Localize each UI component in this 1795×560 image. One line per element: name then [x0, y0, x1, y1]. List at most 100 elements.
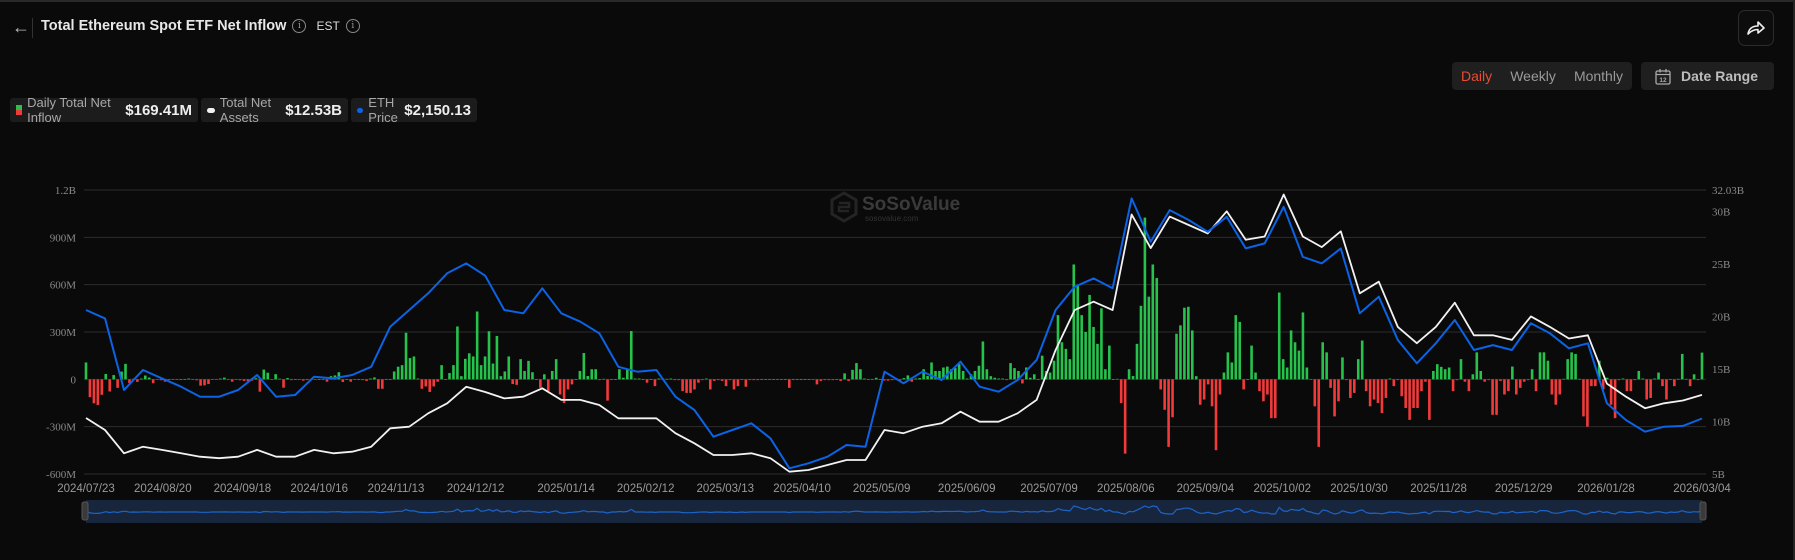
inflow-bar[interactable] — [1100, 308, 1103, 380]
inflow-bar[interactable] — [859, 369, 862, 380]
inflow-bar[interactable] — [535, 379, 538, 380]
inflow-bar[interactable] — [957, 364, 961, 380]
inflow-bar[interactable] — [570, 379, 574, 385]
inflow-bar[interactable] — [1325, 352, 1328, 380]
inflow-bar[interactable] — [744, 379, 748, 387]
inflow-bar[interactable] — [1554, 379, 1558, 405]
inflow-bar[interactable] — [807, 379, 811, 380]
inflow-bar[interactable] — [1029, 377, 1032, 380]
inflow-bar[interactable] — [669, 378, 673, 380]
inflow-bar[interactable] — [246, 379, 250, 382]
inflow-bar[interactable] — [1380, 379, 1384, 414]
inflow-bar[interactable] — [286, 378, 289, 380]
inflow-bar[interactable] — [1578, 378, 1581, 380]
inflow-bar[interactable] — [495, 335, 499, 380]
inflow-bar[interactable] — [1297, 350, 1301, 380]
inflow-bar[interactable] — [606, 379, 609, 401]
inflow-bar[interactable] — [799, 379, 803, 380]
inflow-bar[interactable] — [874, 377, 878, 380]
inflow-bar[interactable] — [491, 363, 495, 380]
inflow-bar[interactable] — [420, 379, 424, 389]
inflow-bar[interactable] — [507, 356, 511, 380]
inflow-bar[interactable] — [1605, 377, 1609, 380]
inflow-bar[interactable] — [1064, 348, 1068, 380]
inflow-bar[interactable] — [1570, 352, 1573, 380]
inflow-bar[interactable] — [171, 379, 175, 380]
inflow-bar[interactable] — [843, 373, 846, 380]
inflow-bar[interactable] — [665, 378, 669, 380]
inflow-bar[interactable] — [1068, 359, 1072, 380]
inflow-bar[interactable] — [811, 379, 815, 380]
inflow-bar[interactable] — [321, 379, 325, 380]
inflow-bar[interactable] — [653, 379, 657, 387]
inflow-bar[interactable] — [1439, 366, 1443, 380]
inflow-bar[interactable] — [922, 369, 925, 380]
inflow-bar[interactable] — [720, 379, 724, 381]
inflow-bar[interactable] — [412, 356, 416, 380]
inflow-bar[interactable] — [325, 379, 329, 382]
inflow-bar[interactable] — [1135, 343, 1139, 380]
inflow-bar[interactable] — [815, 379, 819, 385]
inflow-bar[interactable] — [641, 379, 645, 380]
inflow-bar[interactable] — [116, 379, 119, 388]
inflow-bar[interactable] — [938, 370, 941, 380]
inflow-bar[interactable] — [167, 379, 171, 381]
inflow-bar[interactable] — [341, 379, 345, 383]
inflow-bar[interactable] — [1483, 379, 1486, 382]
inflow-bar[interactable] — [1013, 368, 1016, 380]
inflow-bar[interactable] — [562, 379, 566, 403]
inflow-bar[interactable] — [934, 370, 937, 380]
date-range-button[interactable]: 12 Date Range — [1641, 62, 1774, 90]
inflow-bar[interactable] — [464, 358, 467, 380]
inflow-bar[interactable] — [1349, 379, 1352, 398]
inflow-bar[interactable] — [618, 369, 621, 380]
inflow-bar[interactable] — [1341, 357, 1344, 380]
inflow-bar[interactable] — [1222, 372, 1226, 380]
inflow-bar[interactable] — [242, 379, 246, 381]
inflow-bar[interactable] — [357, 379, 360, 380]
inflow-bar[interactable] — [1479, 370, 1483, 380]
inflow-bar[interactable] — [677, 379, 680, 381]
inflow-bar[interactable] — [1266, 379, 1269, 395]
inflow-bar[interactable] — [1139, 305, 1143, 380]
inflow-bar[interactable] — [1048, 372, 1052, 380]
inflow-bar[interactable] — [1202, 379, 1206, 400]
inflow-bar[interactable] — [685, 379, 688, 393]
inflow-bar[interactable] — [1230, 362, 1234, 380]
inflow-bar[interactable] — [823, 379, 827, 381]
inflow-bar[interactable] — [752, 379, 756, 381]
inflow-bar[interactable] — [1333, 379, 1336, 417]
inflow-bar[interactable] — [440, 365, 443, 380]
inflow-bar[interactable] — [1163, 379, 1166, 410]
inflow-bar[interactable] — [768, 379, 771, 380]
inflow-bar[interactable] — [460, 376, 463, 380]
inflow-bar[interactable] — [84, 362, 88, 380]
inflow-bar[interactable] — [140, 378, 143, 380]
inflow-bar[interactable] — [1590, 379, 1593, 387]
inflow-bar[interactable] — [847, 379, 850, 381]
inflow-bar[interactable] — [1127, 369, 1131, 380]
inflow-bar[interactable] — [136, 379, 139, 382]
inflow-bar[interactable] — [633, 378, 637, 380]
inflow-bar[interactable] — [503, 371, 507, 380]
inflow-bar[interactable] — [234, 379, 238, 380]
inflow-bar[interactable] — [1009, 363, 1012, 380]
inflow-bar[interactable] — [203, 379, 206, 386]
inflow-bar[interactable] — [724, 379, 728, 387]
inflow-bar[interactable] — [143, 375, 147, 380]
inflow-bar[interactable] — [365, 379, 368, 381]
inflow-bar[interactable] — [1609, 379, 1613, 405]
inflow-bar[interactable] — [211, 379, 214, 380]
period-daily[interactable]: Daily — [1461, 68, 1493, 84]
inflow-bar[interactable] — [1566, 359, 1569, 380]
inflow-bar[interactable] — [610, 379, 613, 380]
inflow-bar[interactable] — [673, 379, 677, 381]
inflow-bar[interactable] — [1661, 379, 1664, 387]
inflow-bar[interactable] — [1183, 307, 1186, 380]
inflow-bar[interactable] — [1530, 369, 1534, 380]
legend-daily-net-inflow[interactable]: Daily Total Net Inflow $169.41M — [10, 95, 198, 125]
inflow-bar[interactable] — [1270, 379, 1273, 419]
inflow-bar[interactable] — [317, 379, 321, 380]
inflow-bar[interactable] — [1617, 379, 1621, 381]
inflow-bar[interactable] — [878, 379, 882, 380]
